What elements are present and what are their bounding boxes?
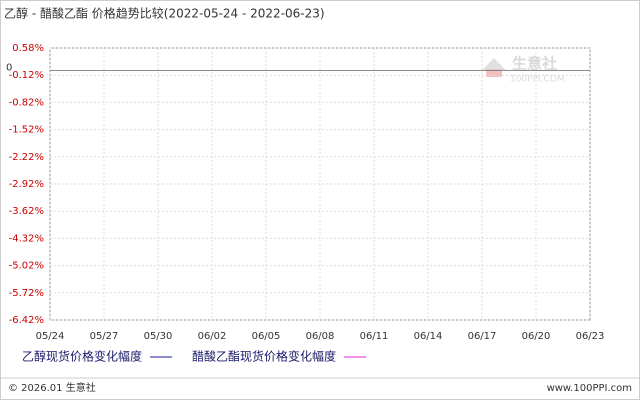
- legend-label: 醋酸乙酯现货价格变化幅度: [192, 349, 336, 364]
- chart-title: 乙醇 - 醋酸乙酯 价格趋势比较(2022-05-24 - 2022-06-23…: [4, 6, 325, 21]
- x-tick-label: 06/14: [414, 331, 443, 342]
- x-tick-label: 05/30: [144, 331, 173, 342]
- y-tick-label: -2.92%: [9, 179, 44, 190]
- legend-label: 乙醇现货价格变化幅度: [22, 349, 142, 364]
- x-tick-label: 06/20: [522, 331, 551, 342]
- watermark-name: 生意社: [512, 55, 557, 73]
- x-tick-label: 06/08: [306, 331, 335, 342]
- y-tick-label: -3.62%: [9, 206, 44, 217]
- zero-label: 0: [6, 63, 12, 74]
- x-tick-label: 06/17: [468, 331, 497, 342]
- y-tick-label: -5.72%: [9, 288, 44, 299]
- x-tick-label: 06/05: [252, 331, 281, 342]
- x-tick-label: 06/23: [576, 331, 605, 342]
- footer-site: www.100PPI.com: [547, 383, 632, 394]
- watermark-site: 100PPI.COM: [510, 75, 565, 85]
- x-tick-label: 06/02: [198, 331, 227, 342]
- footer-copyright: © 2026.01 生意社: [8, 381, 96, 394]
- logo: [486, 69, 502, 77]
- y-tick-label: -6.42%: [9, 315, 44, 326]
- y-tick-label: -5.02%: [9, 261, 44, 272]
- watermark: 生意社 100PPI.COM: [482, 55, 565, 85]
- x-tick-label: 05/27: [90, 331, 119, 342]
- logo: [482, 58, 506, 70]
- y-tick-label: -1.52%: [9, 125, 44, 136]
- y-tick-label: -2.22%: [9, 152, 44, 163]
- x-tick-label: 05/24: [36, 331, 65, 342]
- y-tick-label: 0.58%: [12, 43, 44, 54]
- y-tick-label: -4.32%: [9, 233, 44, 244]
- y-tick-label: -0.12%: [9, 70, 44, 81]
- y-tick-label: -0.82%: [9, 97, 44, 108]
- x-tick-label: 06/11: [360, 331, 389, 342]
